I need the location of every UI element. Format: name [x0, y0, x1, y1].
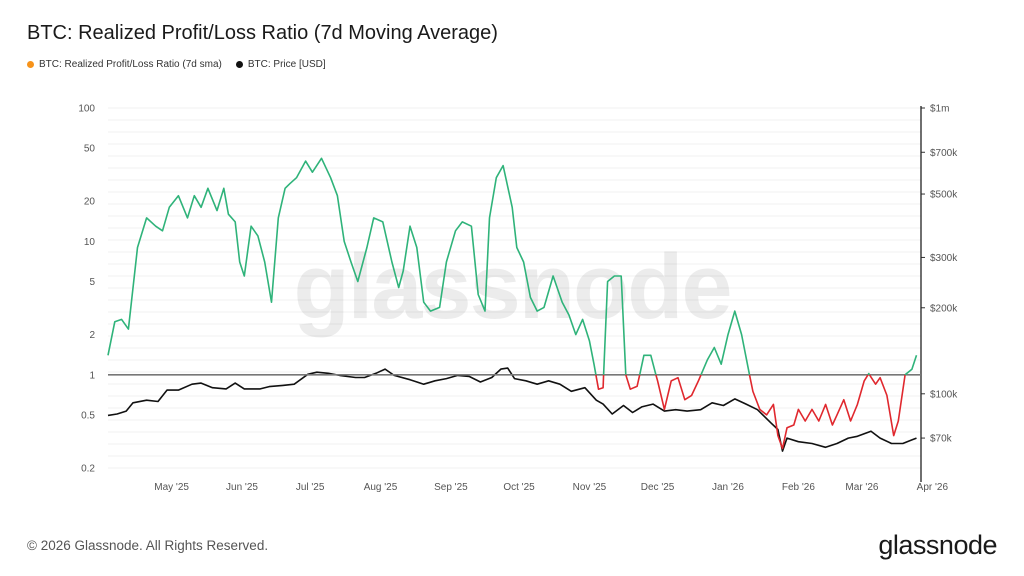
y-right-tick-label: $700k	[930, 148, 958, 159]
ratio-series-loss-segment	[625, 374, 641, 391]
y-left-tick-label: 0.5	[81, 410, 95, 421]
axes: 100 50 20 10 5 2 1 0.5 0.2 $1m $700k $500k $300k $200…	[78, 104, 958, 494]
ratio-series-profit-segment	[904, 355, 918, 376]
x-tick-label: Aug '25	[364, 482, 398, 493]
legend-item-price[interactable]: BTC: Price [USD]	[235, 59, 326, 70]
x-tick-label: Dec '25	[641, 482, 675, 493]
x-tick-label: Jun '25	[226, 482, 258, 493]
x-tick-label: Mar '26	[845, 482, 878, 493]
y-left-tick-label: 0.2	[81, 464, 95, 475]
y-left-tick-label: 100	[78, 104, 95, 115]
legend-item-ratio[interactable]: BTC: Realized Profit/Loss Ratio (7d sma)	[27, 59, 222, 70]
legend-swatch-ratio	[27, 61, 34, 68]
chart-legend: BTC: Realized Profit/Loss Ratio (7d sma)…	[27, 59, 326, 70]
ratio-series-profit-segment	[602, 275, 627, 375]
y-right-tick-label: $300k	[930, 253, 958, 264]
watermark: glassnode	[293, 236, 730, 338]
price-series-line	[107, 367, 917, 452]
x-tick-label: Feb '26	[782, 482, 815, 493]
y-right-tick-label: $200k	[930, 303, 958, 314]
y-right-tick-label: $70k	[930, 434, 953, 445]
ratio-series-profit-segment	[700, 310, 751, 376]
y-left-tick-label: 1	[89, 370, 95, 381]
series-layer	[107, 157, 921, 452]
ratio-series-loss-segment	[595, 374, 605, 391]
x-tick-label: Nov '25	[573, 482, 607, 493]
y-right-tick-label: $100k	[930, 389, 958, 400]
x-tick-label: Oct '25	[503, 482, 535, 493]
ratio-series-profit-segment	[638, 354, 657, 376]
ratio-series-profit-segment	[867, 372, 871, 376]
y-left-tick-label: 20	[84, 197, 96, 208]
ratio-series-profit-segment	[107, 157, 597, 375]
x-tick-label: Sep '25	[434, 482, 468, 493]
ratio-series-loss-segment	[868, 374, 906, 437]
y-left-tick-label: 10	[84, 237, 96, 248]
y-left-tick-label: 50	[84, 144, 96, 155]
y-left-tick-label: 2	[89, 330, 95, 341]
x-tick-label: May '25	[154, 482, 189, 493]
chart-title: BTC: Realized Profit/Loss Ratio (7d Movi…	[27, 22, 498, 44]
ratio-series-loss-segment	[655, 374, 702, 411]
glassnode-logo: glassnode	[878, 530, 997, 560]
legend-label-ratio: BTC: Realized Profit/Loss Ratio (7d sma)	[39, 59, 222, 70]
y-right-tick-label: $500k	[930, 190, 958, 201]
x-tick-label: Jul '25	[296, 482, 325, 493]
copyright-footer: © 2026 Glassnode. All Rights Reserved.	[27, 538, 269, 553]
y-left-tick-label: 5	[89, 277, 95, 288]
legend-swatch-price	[235, 61, 243, 68]
legend-label-price: BTC: Price [USD]	[247, 59, 326, 70]
ratio-series-loss-segment	[748, 374, 869, 450]
x-tick-label: Jan '26	[712, 482, 744, 493]
x-tick-label: Apr '26	[917, 482, 949, 493]
y-right-tick-label: $1m	[930, 104, 949, 115]
